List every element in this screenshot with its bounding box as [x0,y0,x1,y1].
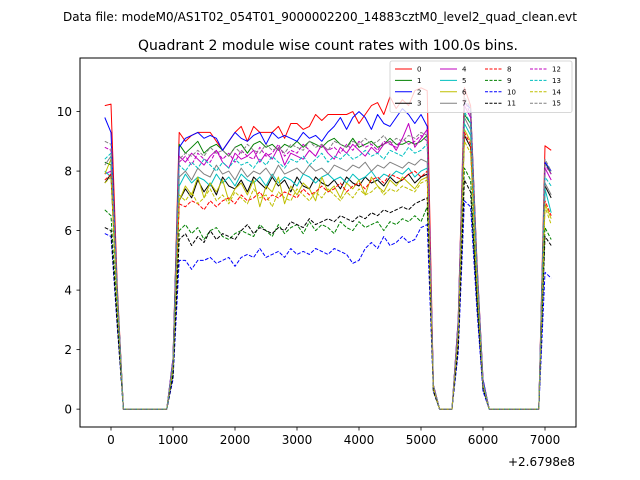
series-line-10 [104,200,552,410]
legend-label-2: 2 [417,88,421,96]
y-tick-label: 8 [64,165,72,179]
x-tick-label: 0 [107,433,115,447]
x-tick-label: 6000 [468,433,499,447]
legend-label-13: 13 [552,77,561,85]
series-line-9 [104,167,552,410]
x-offset-label: +2.6798e8 [508,455,575,469]
y-tick-label: 6 [64,224,72,238]
y-tick-label: 10 [57,105,72,119]
figure-suptitle: Data file: modeM0/AS1T02_054T01_90000022… [63,10,577,24]
series-line-14 [104,140,552,410]
axes-frame [79,57,577,428]
plot-area: 0 1000 2000 3000 4000 5000 6000 7000 0 2 4 6 8 10 0 1… [57,57,577,447]
legend-label-12: 12 [552,66,561,74]
x-tick-label: 1000 [158,433,189,447]
legend-label-1: 1 [417,77,421,85]
x-tick-label: 3000 [282,433,313,447]
x-tick-label: 5000 [406,433,437,447]
legend-label-5: 5 [462,77,466,85]
legend-label-7: 7 [462,100,466,108]
legend-label-14: 14 [552,88,561,96]
x-axis: 0 1000 2000 3000 4000 5000 6000 7000 [107,427,560,447]
axes-background [80,58,576,427]
legend-label-11: 11 [507,100,516,108]
y-tick-label: 0 [64,403,72,417]
legend-box [389,60,573,113]
y-axis: 0 2 4 6 8 10 [57,105,80,417]
x-tick-label: 4000 [344,433,375,447]
legend-label-4: 4 [462,66,467,74]
legend-label-6: 6 [462,88,467,96]
legend-label-15: 15 [552,100,561,108]
x-tick-label: 7000 [530,433,561,447]
series-line-11 [104,179,552,410]
x-tick-label: 2000 [220,433,251,447]
chart-title: Quadrant 2 module wise count rates with … [138,38,518,54]
legend-label-9: 9 [507,77,511,85]
legend-label-3: 3 [417,100,421,108]
legend-label-8: 8 [507,66,511,74]
series-layer [104,87,552,410]
y-tick-label: 4 [64,284,72,298]
legend-label-0: 0 [417,66,421,74]
legend-label-10: 10 [507,88,516,96]
y-tick-label: 2 [64,343,72,357]
